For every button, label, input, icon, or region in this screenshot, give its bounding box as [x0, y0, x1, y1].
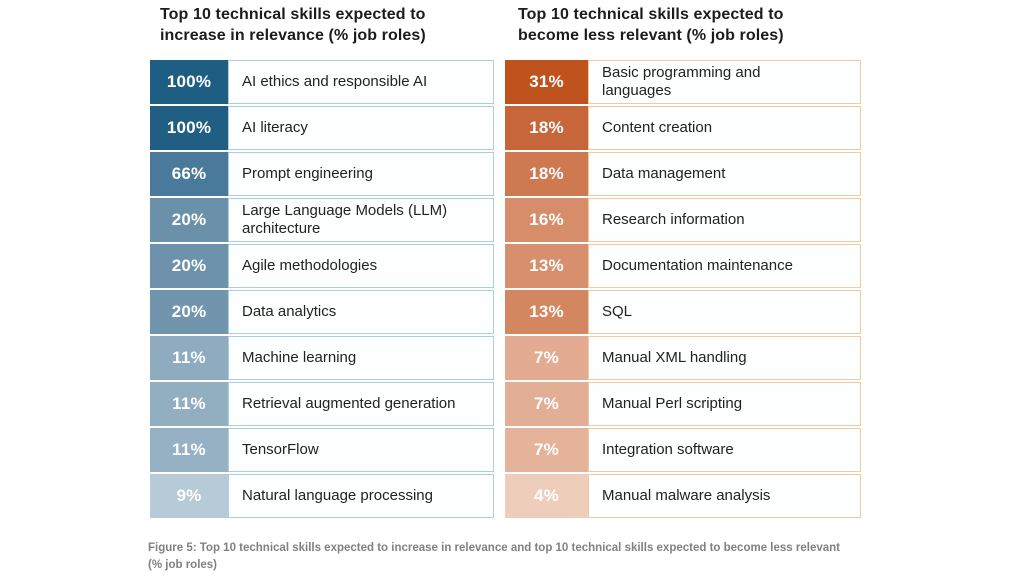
skill-label: Content creation — [588, 106, 861, 150]
skill-label: Data management — [588, 152, 861, 196]
percent-cell: 7% — [505, 428, 588, 472]
table-row: 11% Retrieval augmented generation — [150, 382, 494, 426]
skill-label: Retrieval augmented generation — [228, 382, 494, 426]
skill-label: Manual XML handling — [588, 336, 861, 380]
table-row: 7% Manual XML handling — [505, 336, 861, 380]
percent-cell: 20% — [150, 290, 228, 334]
skill-label: Machine learning — [228, 336, 494, 380]
skill-label: Data analytics — [228, 290, 494, 334]
skill-label: Research information — [588, 198, 861, 242]
table-row: 66% Prompt engineering — [150, 152, 494, 196]
percent-cell: 16% — [505, 198, 588, 242]
percent-cell: 31% — [505, 60, 588, 104]
table-row: 7% Manual Perl scripting — [505, 382, 861, 426]
percent-cell: 7% — [505, 336, 588, 380]
table-row: 7% Integration software — [505, 428, 861, 472]
skill-label: AI ethics and responsible AI — [228, 60, 494, 104]
table-row: 9% Natural language processing — [150, 474, 494, 518]
percent-cell: 100% — [150, 60, 228, 104]
right-table-title: Top 10 technical skills expected to beco… — [518, 6, 784, 45]
table-row: 20% Data analytics — [150, 290, 494, 334]
table-row: 100% AI ethics and responsible AI — [150, 60, 494, 104]
percent-cell: 18% — [505, 106, 588, 150]
skills-decrease-table: 31% Basic programming and languages 18% Con… — [505, 60, 861, 518]
skill-label: Manual Perl scripting — [588, 382, 861, 426]
skill-label: Natural language processing — [228, 474, 494, 518]
skill-label: Integration software — [588, 428, 861, 472]
table-row: 11% TensorFlow — [150, 428, 494, 472]
percent-cell: 4% — [505, 474, 588, 518]
percent-cell: 7% — [505, 382, 588, 426]
percent-cell: 11% — [150, 336, 228, 380]
skill-label: Large Language Models (LLM) architecture — [228, 198, 494, 242]
percent-cell: 11% — [150, 428, 228, 472]
percent-cell: 9% — [150, 474, 228, 518]
table-row: 13% SQL — [505, 290, 861, 334]
percent-cell: 13% — [505, 244, 588, 288]
skill-label: Documentation maintenance — [588, 244, 861, 288]
percent-cell: 20% — [150, 198, 228, 242]
table-row: 100% AI literacy — [150, 106, 494, 150]
skill-label: AI literacy — [228, 106, 494, 150]
skill-label: Prompt engineering — [228, 152, 494, 196]
skill-label: TensorFlow — [228, 428, 494, 472]
left-table-title: Top 10 technical skills expected to incr… — [160, 6, 426, 45]
table-row: 18% Data management — [505, 152, 861, 196]
skill-label: SQL — [588, 290, 861, 334]
figure-caption: Figure 5: Top 10 technical skills expect… — [148, 542, 840, 571]
skills-increase-table: 100% AI ethics and responsible AI 100% AI l… — [150, 60, 494, 518]
table-row: 11% Machine learning — [150, 336, 494, 380]
percent-cell: 20% — [150, 244, 228, 288]
percent-cell: 13% — [505, 290, 588, 334]
percent-cell: 11% — [150, 382, 228, 426]
percent-cell: 66% — [150, 152, 228, 196]
table-row: 18% Content creation — [505, 106, 861, 150]
table-row: 16% Research information — [505, 198, 861, 242]
skill-label: Agile methodologies — [228, 244, 494, 288]
table-row: 13% Documentation maintenance — [505, 244, 861, 288]
percent-cell: 18% — [505, 152, 588, 196]
skill-label: Basic programming and languages — [588, 60, 861, 104]
table-row: 31% Basic programming and languages — [505, 60, 861, 104]
table-row: 4% Manual malware analysis — [505, 474, 861, 518]
skill-label: Manual malware analysis — [588, 474, 861, 518]
percent-cell: 100% — [150, 106, 228, 150]
table-row: 20% Large Language Models (LLM) architect… — [150, 198, 494, 242]
table-row: 20% Agile methodologies — [150, 244, 494, 288]
